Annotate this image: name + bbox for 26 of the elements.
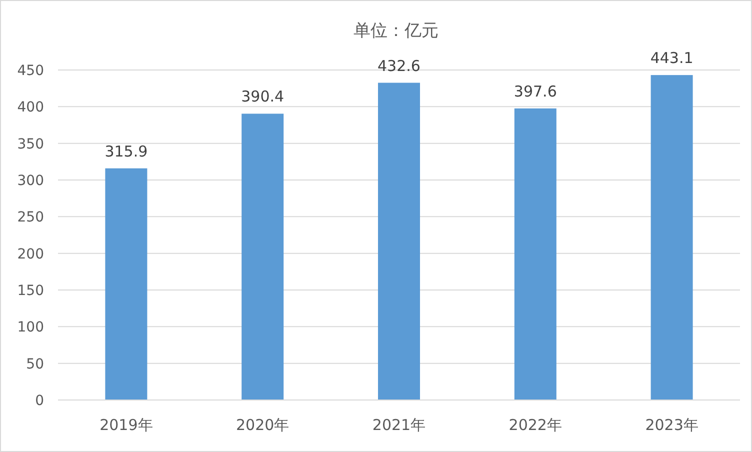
x-tick-label: 2019年 bbox=[100, 416, 153, 434]
data-label: 390.4 bbox=[241, 88, 284, 106]
y-tick-label: 150 bbox=[17, 283, 44, 299]
y-tick-label: 400 bbox=[17, 100, 44, 116]
x-tick-label: 2023年 bbox=[645, 416, 698, 434]
y-tick-label: 50 bbox=[26, 356, 44, 372]
y-tick-label: 100 bbox=[17, 320, 44, 336]
bar bbox=[105, 168, 148, 400]
bar bbox=[650, 75, 693, 400]
data-label: 443.1 bbox=[650, 49, 694, 68]
y-tick-label: 350 bbox=[17, 136, 44, 152]
y-tick-label: 0 bbox=[35, 393, 44, 409]
data-label: 432.6 bbox=[378, 56, 420, 75]
data-label: 315.9 bbox=[104, 142, 148, 160]
y-tick-label: 200 bbox=[17, 246, 44, 262]
x-tick-label: 2021年 bbox=[372, 416, 426, 434]
bar bbox=[514, 108, 556, 400]
chart-title: 单位：亿元 bbox=[354, 21, 438, 41]
y-tick-label: 250 bbox=[17, 210, 44, 226]
bar bbox=[378, 82, 420, 400]
y-tick-label: 300 bbox=[17, 173, 44, 189]
x-tick-label: 2020年 bbox=[236, 416, 290, 434]
x-tick-label: 2022年 bbox=[508, 416, 562, 434]
data-label: 397.6 bbox=[514, 82, 557, 100]
bar bbox=[242, 114, 284, 400]
y-tick-label: 450 bbox=[17, 63, 44, 79]
